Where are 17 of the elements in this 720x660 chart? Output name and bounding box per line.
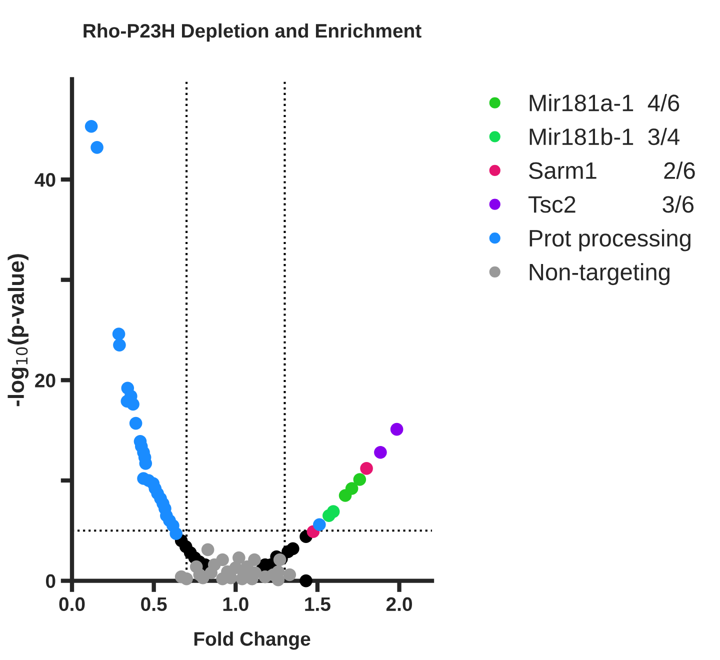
y-tick-label: 0 bbox=[46, 574, 56, 588]
y-tick-label: 20 bbox=[35, 374, 56, 388]
legend-label: Mir181b-1 3/4 bbox=[530, 128, 680, 146]
y-tick-label: 40 bbox=[34, 172, 56, 187]
y-axis-title: -log$_{10}$(p-value) bbox=[8, 254, 29, 406]
legend-label: Non-targeting bbox=[530, 263, 670, 286]
x-tick-label: 0.5 bbox=[141, 597, 167, 612]
legend-label: Prot processing bbox=[530, 229, 690, 252]
legend-label: Tsc2 3/6 bbox=[528, 195, 694, 213]
legend-label: Mir181a-1 4/6 bbox=[530, 94, 680, 112]
x-tick-label: 1.5 bbox=[305, 597, 330, 612]
x-axis-title: Fold Change bbox=[194, 632, 310, 650]
legend-label: Sarm1 2/6 bbox=[528, 162, 695, 179]
x-tick-label: 1.0 bbox=[223, 597, 248, 612]
x-tick-label: 0.0 bbox=[59, 597, 85, 612]
chart-title: Rho-P23H Depletion and Enrichment bbox=[84, 23, 422, 42]
x-tick-label: 2.0 bbox=[386, 597, 412, 612]
